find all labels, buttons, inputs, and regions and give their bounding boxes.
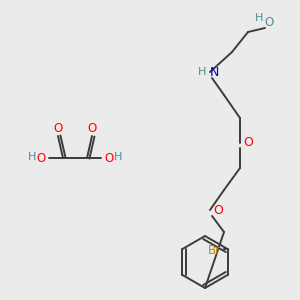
Text: H: H bbox=[114, 152, 122, 162]
Text: O: O bbox=[36, 152, 46, 164]
Text: H: H bbox=[255, 13, 263, 23]
Text: O: O bbox=[264, 16, 274, 28]
Text: O: O bbox=[53, 122, 63, 136]
Text: O: O bbox=[104, 152, 114, 164]
Text: N: N bbox=[209, 65, 219, 79]
Text: O: O bbox=[87, 122, 97, 136]
Text: O: O bbox=[243, 136, 253, 149]
Text: O: O bbox=[213, 203, 223, 217]
Text: H: H bbox=[28, 152, 36, 162]
Text: H: H bbox=[198, 67, 206, 77]
Text: Br: Br bbox=[208, 244, 221, 256]
